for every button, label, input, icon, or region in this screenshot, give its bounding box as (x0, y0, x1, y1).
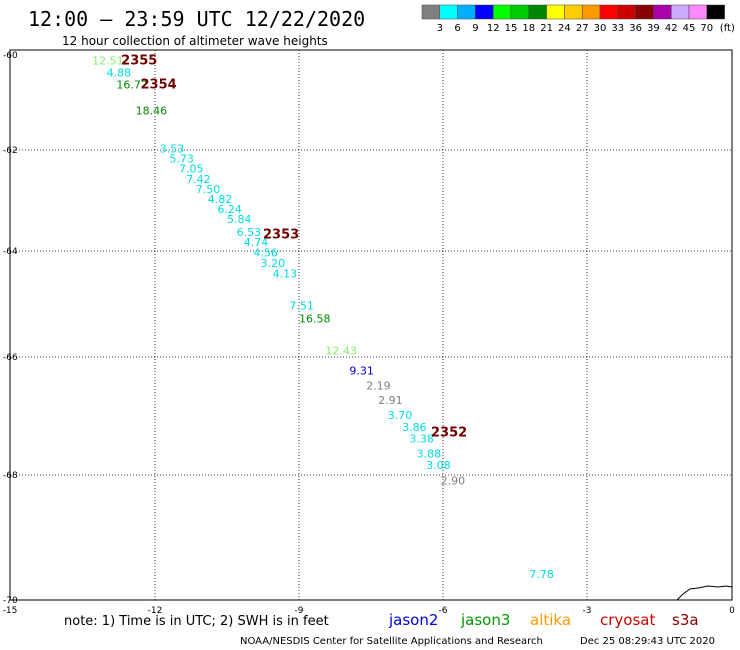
map-title: 12:00 – 23:59 UTC 12/22/2020 (28, 7, 365, 31)
legend-label: 36 (629, 23, 642, 34)
wave-height-value: 4.88 (107, 66, 131, 79)
units-note: note: 1) Time is in UTC; 2) SWH is in fe… (64, 614, 329, 629)
pass-number: 2355 (121, 54, 157, 69)
lon-tick-label: -9 (295, 606, 304, 616)
lat-tick-label: -66 (3, 353, 18, 363)
wave-height-value: 5.84 (227, 213, 252, 226)
lat-tick-label: -62 (3, 146, 18, 156)
lon-tick-label: 0 (729, 606, 735, 616)
lat-tick-label: -64 (3, 247, 18, 257)
lon-tick-label: -12 (148, 606, 163, 616)
wave-height-value: 12.43 (325, 344, 357, 357)
timestamp-text: Dec 25 08:29:43 UTC 2020 (580, 636, 715, 647)
lon-tick-label: -6 (439, 606, 448, 616)
legend-unit: (ft) (720, 23, 735, 34)
pass-number: 2352 (431, 426, 467, 441)
legend-swatch (457, 4, 476, 20)
wave-height-value: 2.90 (441, 474, 466, 487)
legend-label: 18 (522, 23, 535, 34)
wave-height-value: 16.72 (116, 78, 148, 91)
legend-swatch (475, 4, 494, 20)
color-legend: 3 6 9 12 15 18 21 24 27 30 33 36 39 42 45 70 (ft) (421, 4, 735, 34)
legend-label: 27 (576, 23, 589, 34)
wave-height-value: 6.24 (217, 203, 242, 216)
wave-height-value: 18.46 (136, 104, 168, 117)
lat-tick-label: -70 (3, 596, 18, 606)
legend-label: 3 (437, 23, 443, 34)
wave-height-value: 3.08 (426, 459, 451, 472)
satellite-legend: jason2 jason3 altika cryosat s3a (388, 611, 699, 629)
wave-height-value: 16.58 (299, 313, 331, 326)
wave-height-value: 7.05 (179, 163, 204, 176)
lon-tick-label: -3 (583, 606, 592, 616)
wave-height-value: 3.86 (402, 421, 427, 434)
wave-height-value: 7.51 (289, 299, 314, 312)
legend-swatch (528, 4, 547, 20)
lat-tick-label: -60 (3, 51, 18, 61)
legend-swatch (564, 4, 583, 20)
lon-tick-label: -15 (3, 606, 18, 616)
wave-height-value: 5.73 (169, 153, 194, 166)
coastline (676, 585, 733, 601)
legend-swatch (546, 4, 565, 20)
legend-label: 39 (647, 23, 660, 34)
wave-height-value: 3.53 (160, 143, 185, 156)
legend-label: 42 (665, 23, 678, 34)
wave-height-value: 7.50 (196, 183, 221, 196)
wave-height-value: 2.91 (378, 394, 403, 407)
pass-number: 2353 (263, 227, 299, 242)
pass-number: 2354 (141, 77, 177, 92)
wave-height-value: 4.56 (253, 246, 278, 259)
legend-label: 9 (472, 23, 478, 34)
legend-label: 12 (487, 23, 500, 34)
wave-height-value: 4.74 (244, 236, 268, 249)
axis-ticks: -15 -12 -9 -6 -3 0 -60 -62 -64 -66 -68 -70 (3, 51, 735, 616)
satellite-name: jason2 (388, 611, 438, 629)
satellite-name: s3a (672, 611, 699, 629)
legend-swatch (599, 4, 619, 20)
legend-label: 30 (594, 23, 607, 34)
legend-label: 24 (558, 23, 571, 34)
legend-swatch (706, 4, 725, 20)
legend-swatch (421, 4, 441, 20)
satellite-name: cryosat (600, 611, 655, 629)
credit-text: NOAA/NESDIS Center for Satellite Applica… (240, 636, 543, 647)
legend-label: 70 (700, 23, 713, 34)
legend-swatch (617, 4, 636, 20)
legend-label: 6 (454, 23, 460, 34)
wave-height-value: 3.38 (409, 433, 434, 446)
legend-label: 33 (611, 23, 624, 34)
legend-label: 15 (505, 23, 518, 34)
legend-swatch (635, 4, 654, 20)
wave-height-value: 2.19 (366, 379, 391, 392)
legend-swatch (653, 4, 672, 20)
wave-height-value: 3.88 (417, 447, 442, 460)
wave-height-value: 3.70 (388, 409, 413, 422)
satellite-name: altika (530, 611, 571, 629)
pass-number-labels: 2355 2354 2353 2352 (121, 54, 467, 441)
legend-swatch (492, 4, 512, 20)
legend-label: 45 (683, 23, 696, 34)
wave-height-value: 4.82 (208, 193, 233, 206)
lat-lon-grid (10, 50, 732, 600)
wave-height-value: 6.53 (237, 226, 262, 239)
map-subtitle: 12 hour collection of altimeter wave hei… (62, 34, 328, 48)
wave-height-value: 3.20 (261, 257, 286, 270)
wave-height-labels: 12.514.8816.7218.463.535.737.057.427.504… (92, 55, 554, 582)
legend-swatch (581, 4, 601, 20)
map-frame (9, 49, 733, 601)
wave-height-value: 4.13 (273, 268, 298, 281)
legend-label: 21 (540, 23, 553, 34)
wave-height-value: 12.51 (92, 55, 124, 68)
wave-height-value: 9.31 (349, 365, 374, 378)
legend-swatch (688, 4, 708, 20)
wave-height-value: 7.42 (186, 173, 211, 186)
wave-height-value: 7.78 (529, 568, 554, 581)
legend-swatch (439, 4, 458, 20)
legend-swatch (670, 4, 690, 20)
legend-swatch (510, 4, 530, 20)
satellite-name: jason3 (460, 611, 510, 629)
lat-tick-label: -68 (3, 471, 18, 481)
